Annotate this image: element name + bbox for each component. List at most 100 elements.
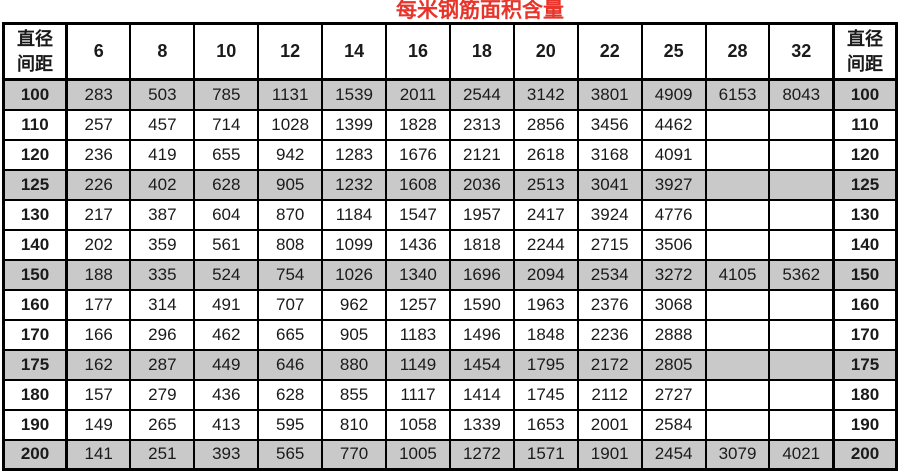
area-value-cell: 4909 — [640, 78, 707, 111]
area-value-cell: 314 — [129, 288, 196, 321]
area-value-cell: 565 — [257, 438, 324, 471]
area-value-cell — [768, 228, 835, 261]
area-value-cell: 2313 — [448, 108, 515, 141]
area-value-cell: 1026 — [321, 258, 388, 291]
area-value-cell: 1184 — [321, 198, 388, 231]
area-value-cell: 3924 — [576, 198, 643, 231]
area-value-cell: 2236 — [576, 318, 643, 351]
area-value-cell: 3506 — [640, 228, 707, 261]
area-value-cell: 6153 — [704, 78, 771, 111]
area-value-cell: 1547 — [385, 198, 451, 231]
row-spacing-label-right: 180 — [832, 378, 898, 411]
area-value-cell: 2011 — [385, 78, 451, 111]
row-spacing-label-right: 170 — [832, 318, 898, 351]
area-value-cell: 3041 — [576, 168, 643, 201]
row-spacing-label-left: 170 — [2, 318, 68, 351]
area-value-cell: 2534 — [576, 258, 643, 291]
corner-label-spacing: 间距 — [847, 53, 883, 74]
area-value-cell: 251 — [129, 438, 196, 471]
area-value-cell: 157 — [65, 378, 132, 411]
area-value-cell: 1496 — [448, 318, 515, 351]
area-value-cell: 2727 — [640, 378, 707, 411]
area-value-cell: 754 — [257, 258, 324, 291]
area-value-cell: 226 — [65, 168, 132, 201]
area-value-cell — [704, 408, 771, 441]
area-value-cell — [704, 318, 771, 351]
area-value-cell: 1963 — [512, 288, 579, 321]
row-spacing-label-right: 175 — [832, 348, 898, 381]
area-value-cell: 2805 — [640, 348, 707, 381]
area-value-cell: 296 — [129, 318, 196, 351]
area-value-cell: 2513 — [512, 168, 579, 201]
area-value-cell: 905 — [321, 318, 388, 351]
table-row-spacing-100: 100 283 503 785 1131 1539 2011 2544 3142 3801 4909… — [2, 78, 898, 111]
area-value-cell: 1272 — [448, 438, 515, 471]
row-spacing-label-left: 110 — [2, 108, 68, 141]
area-value-cell: 1232 — [321, 168, 388, 201]
area-value-cell: 524 — [193, 258, 260, 291]
area-value-cell: 1901 — [576, 438, 643, 471]
area-value-cell: 419 — [129, 138, 196, 171]
table-row-spacing-130: 130 217 387 604 870 1184 1547 1957 2417 3924 4776 1… — [2, 198, 898, 231]
table-row-spacing-110: 110 257 457 714 1028 1399 1828 2313 2856 3456 4462… — [2, 108, 898, 141]
area-value-cell — [768, 168, 835, 201]
area-value-cell: 4021 — [768, 438, 835, 471]
area-value-cell: 217 — [65, 198, 132, 231]
page-title: 每米钢筋面积含量 — [396, 0, 564, 22]
row-spacing-label-right: 160 — [832, 288, 898, 321]
area-value-cell: 770 — [321, 438, 388, 471]
area-value-cell: 595 — [257, 408, 324, 441]
area-value-cell: 393 — [193, 438, 260, 471]
row-spacing-label-right: 110 — [832, 108, 898, 141]
area-value-cell: 462 — [193, 318, 260, 351]
area-value-cell: 655 — [193, 138, 260, 171]
row-spacing-label-right: 100 — [832, 78, 898, 111]
area-value-cell: 141 — [65, 438, 132, 471]
area-value-cell: 962 — [321, 288, 388, 321]
area-value-cell: 665 — [257, 318, 324, 351]
table-row-spacing-120: 120 236 419 655 942 1283 1676 2121 2618 3168 4091 1… — [2, 138, 898, 171]
row-spacing-label-left: 150 — [2, 258, 68, 291]
area-value-cell: 257 — [65, 108, 132, 141]
row-spacing-label-right: 200 — [832, 438, 898, 471]
corner-label-diameter: 直径 — [17, 29, 53, 50]
row-spacing-label-left: 140 — [2, 228, 68, 261]
area-value-cell: 449 — [193, 348, 260, 381]
rebar-area-table: 直径 间距 6 8 10 12 14 16 18 20 22 25 28 32 直径 间距 100 283 503… — [2, 22, 898, 471]
diameter-header-6: 6 — [65, 22, 132, 81]
row-spacing-label-right: 130 — [832, 198, 898, 231]
area-value-cell: 707 — [257, 288, 324, 321]
area-value-cell: 1848 — [512, 318, 579, 351]
area-value-cell: 1283 — [321, 138, 388, 171]
area-value-cell: 1028 — [257, 108, 324, 141]
area-value-cell — [768, 108, 835, 141]
area-value-cell: 1399 — [321, 108, 388, 141]
area-value-cell: 1818 — [448, 228, 515, 261]
row-spacing-label-left: 200 — [2, 438, 68, 471]
area-value-cell: 177 — [65, 288, 132, 321]
area-value-cell: 1117 — [385, 378, 451, 411]
area-value-cell: 4091 — [640, 138, 707, 171]
area-value-cell: 628 — [257, 378, 324, 411]
diameter-header-32: 32 — [768, 22, 835, 81]
area-value-cell: 2417 — [512, 198, 579, 231]
area-value-cell — [704, 138, 771, 171]
table-row-spacing-175: 175 162 287 449 646 880 1149 1454 1795 2172 2805 17… — [2, 348, 898, 381]
table-row-spacing-170: 170 166 296 462 665 905 1183 1496 1848 2236 2888 17… — [2, 318, 898, 351]
area-value-cell: 1653 — [512, 408, 579, 441]
area-value-cell: 870 — [257, 198, 324, 231]
area-value-cell: 3456 — [576, 108, 643, 141]
row-spacing-label-left: 160 — [2, 288, 68, 321]
area-value-cell: 202 — [65, 228, 132, 261]
area-value-cell: 491 — [193, 288, 260, 321]
diameter-header-20: 20 — [512, 22, 579, 81]
area-value-cell: 1828 — [385, 108, 451, 141]
area-value-cell: 1795 — [512, 348, 579, 381]
diameter-header-8: 8 — [129, 22, 196, 81]
area-value-cell: 2094 — [512, 258, 579, 291]
diameter-header-25: 25 — [640, 22, 707, 81]
diameter-header-14: 14 — [321, 22, 388, 81]
area-value-cell — [768, 378, 835, 411]
table-body: 100 283 503 785 1131 1539 2011 2544 3142 3801 4909… — [2, 78, 898, 471]
area-value-cell: 335 — [129, 258, 196, 291]
